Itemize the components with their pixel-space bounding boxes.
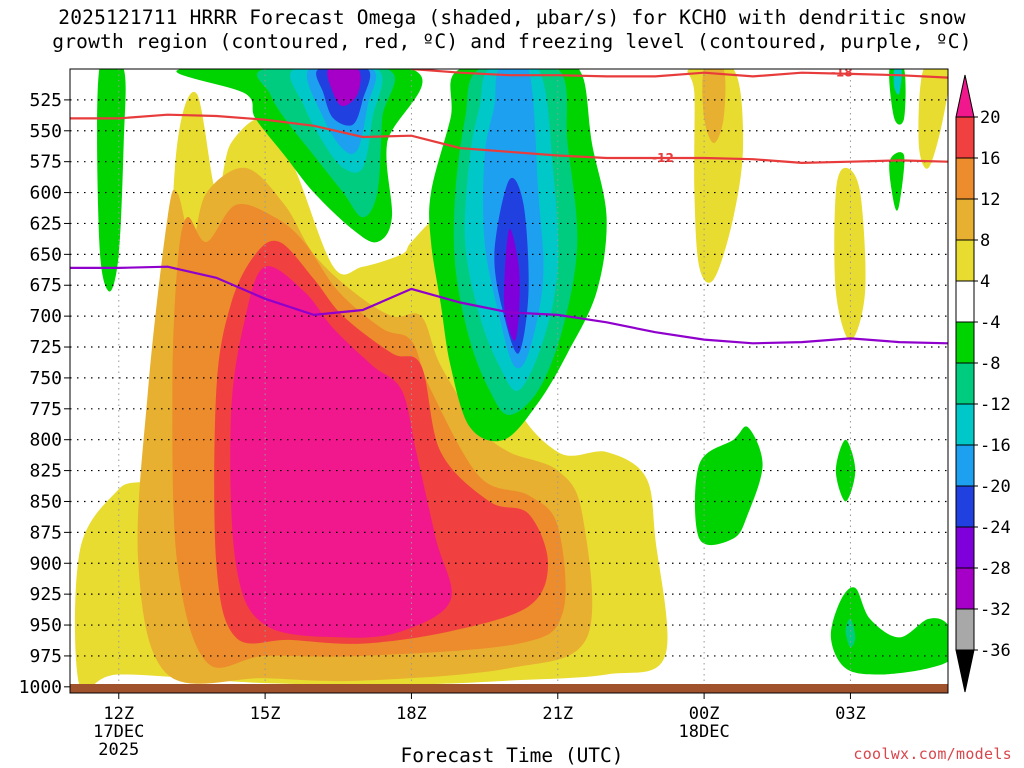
colorbar-label: -28 — [980, 559, 1011, 579]
colorbar-label: 4 — [980, 272, 990, 292]
y-tick-label: 750 — [29, 368, 62, 389]
x-tick-date: 18DEC — [679, 722, 730, 742]
omega-region-negative — [889, 69, 906, 125]
contour-line — [70, 265, 948, 345]
colorbar-segment — [955, 321, 975, 364]
omega-region-negative — [830, 587, 948, 675]
y-tick-label: 900 — [29, 553, 62, 574]
chart-title-line2: growth region (contoured, red, ºC) and f… — [52, 30, 972, 53]
colorbar-label: -16 — [980, 436, 1011, 456]
colorbar-segment — [955, 157, 975, 200]
y-tick-label: 650 — [29, 244, 62, 265]
omega-region-positive — [918, 69, 948, 169]
colorbar-label: 20 — [980, 108, 1000, 128]
y-tick-label: 925 — [29, 584, 62, 605]
temperature-contours: -12 -18 — [70, 66, 948, 345]
contour-label-minus12: -12 — [652, 151, 674, 165]
colorbar-segment — [955, 239, 975, 282]
y-tick-label: 725 — [29, 337, 62, 358]
x-tick-label: 15Z — [250, 704, 281, 724]
y-tick-label: 575 — [29, 152, 62, 173]
omega-region-negative — [835, 439, 856, 502]
colorbar-segment — [955, 567, 975, 610]
colorbar-label: -12 — [980, 395, 1011, 415]
colorbar-segment — [955, 403, 975, 446]
omega-region-negative — [889, 152, 905, 211]
colorbar-segment — [955, 608, 975, 651]
omega-shading — [74, 69, 948, 688]
y-tick-label: 950 — [29, 615, 62, 636]
colorbar-label: 8 — [980, 231, 990, 251]
colorbar-segment — [955, 362, 975, 405]
omega-region-positive — [702, 69, 726, 144]
y-tick-label: 675 — [29, 275, 62, 296]
colorbar-segment — [955, 280, 975, 323]
y-tick-label: 875 — [29, 522, 62, 543]
x-tick-label: 18Z — [396, 704, 427, 724]
y-tick-label: 625 — [29, 213, 62, 234]
y-tick-label: 850 — [29, 491, 62, 512]
omega-region-negative — [694, 426, 763, 546]
x-tick-date: 17DEC — [93, 722, 144, 742]
y-tick-label: 600 — [29, 183, 62, 204]
x-tick-year: 2025 — [98, 740, 139, 760]
x-tick-label: 21Z — [542, 704, 573, 724]
colorbar-segment — [955, 116, 975, 159]
y-tick-label: 775 — [29, 399, 62, 420]
y-tick-label: 525 — [29, 90, 62, 111]
colorbar-triangle-bottom — [955, 649, 975, 693]
contour-line — [70, 113, 948, 165]
contour-label-minus18: -18 — [831, 66, 853, 80]
y-tick-label: 700 — [29, 306, 62, 327]
colorbar-label: -4 — [980, 313, 1000, 333]
y-tick-label: 825 — [29, 461, 62, 482]
colorbar-triangle-top — [955, 74, 975, 118]
omega-region-negative — [845, 618, 856, 648]
colorbar-label: -36 — [980, 641, 1011, 661]
omega-region-positive — [479, 513, 529, 602]
omega-region-positive — [687, 69, 744, 283]
colorbar-label: -32 — [980, 600, 1011, 620]
omega-region-positive — [230, 266, 452, 638]
colorbar-label: -24 — [980, 518, 1011, 538]
colorbar-label: -8 — [980, 354, 1000, 374]
colorbar-segment — [955, 526, 975, 569]
chart-title-line1: 2025121711 HRRR Forecast Omega (shaded, … — [58, 6, 966, 29]
omega-region-negative — [327, 69, 361, 107]
plot-frame — [69, 68, 949, 694]
y-tick-label: 1000 — [19, 677, 62, 698]
y-tick-label: 975 — [29, 646, 62, 667]
x-tick-label: 03Z — [835, 704, 866, 724]
x-tick-label: 12Z — [103, 704, 134, 724]
colorbar-segment — [955, 485, 975, 528]
colorbar-label: 16 — [980, 149, 1000, 169]
colorbar: 20 16 12 8 4 -4 -8 -12 -16 -20 -24 -28 -32 -36 — [955, 74, 1011, 693]
y-axis: 525 550 575 600 625 650 675 700 725 750 775 800 825 8… — [19, 90, 70, 698]
omega-region-positive — [834, 167, 866, 341]
contour-line — [411, 69, 948, 79]
colorbar-segment — [955, 198, 975, 241]
colorbar-segment — [955, 444, 975, 487]
colorbar-label: 12 — [980, 190, 1000, 210]
colorbar-label: -20 — [980, 477, 1011, 497]
omega-region-negative — [97, 69, 126, 292]
terrain-band — [70, 684, 948, 693]
y-tick-label: 550 — [29, 121, 62, 142]
watermark: coolwx.com/models — [853, 745, 1012, 763]
y-tick-label: 800 — [29, 430, 62, 451]
x-tick-label: 00Z — [689, 704, 720, 724]
x-axis-title: Forecast Time (UTC) — [400, 744, 624, 767]
